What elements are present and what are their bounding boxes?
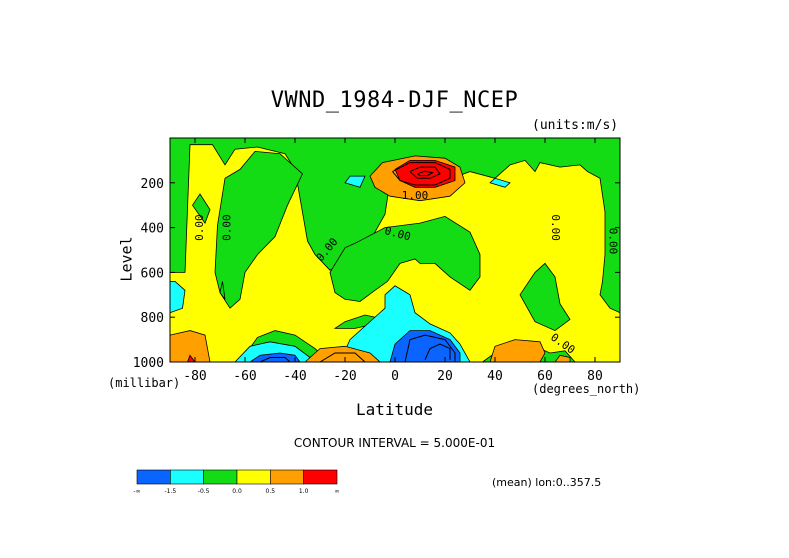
- x-tick-label: 20: [437, 369, 453, 384]
- contour-line: [424, 343, 451, 361]
- y-tick-label: 400: [141, 222, 164, 237]
- contour-fill-orange: [489, 339, 546, 362]
- contour-fill-green: [214, 150, 303, 309]
- contour-interval: CONTOUR INTERVAL = 5.000E-01: [293, 436, 496, 450]
- contour-fill-cyan: [170, 280, 186, 314]
- colorbar-swatch: [270, 469, 304, 485]
- x-axis-label: Latitude: [355, 400, 434, 419]
- colorbar-label: 0.0: [232, 488, 242, 495]
- contour-fill-red: [187, 354, 196, 362]
- units-label: (units:m/s): [532, 118, 619, 133]
- contour-line: [392, 162, 451, 186]
- contour-label: 0.00: [607, 228, 620, 255]
- contour-fill-red: [394, 159, 456, 188]
- colorbar-label: ∞: [335, 488, 340, 495]
- x-tick-label: -40: [283, 369, 306, 384]
- chart-title: VWND_1984-DJF_NCEP: [270, 88, 519, 113]
- colorbar-swatch: [303, 469, 338, 485]
- colorbar-label: -0.5: [198, 488, 210, 495]
- contour-line: [259, 357, 291, 362]
- contour-fill-green: [192, 193, 211, 224]
- contour-label: 1.00: [402, 189, 429, 202]
- contour-fill-green: [219, 281, 226, 300]
- contour-label: 0.00: [193, 214, 206, 241]
- y-tick-label: 1000: [133, 356, 164, 371]
- colorbar-label: -∞: [133, 488, 140, 495]
- contour-line: [417, 170, 434, 177]
- x-tick-label: -80: [183, 369, 206, 384]
- x-axis-unit: (degrees_north): [532, 382, 641, 396]
- contour-fill-orange: [170, 330, 211, 362]
- contour-line: [404, 334, 456, 362]
- contour-fill-cyan: [344, 175, 366, 188]
- x-tick-label: 60: [537, 369, 553, 384]
- mean-info: (mean) lon:0..357.5: [492, 476, 602, 489]
- colorbar-label: 1.0: [299, 488, 309, 495]
- colorbar-swatch: [203, 469, 238, 485]
- y-axis-label: Level: [117, 236, 136, 282]
- x-tick-label: -20: [333, 369, 356, 384]
- colorbar-label: -1.5: [164, 488, 176, 495]
- y-axis-unit: (millibar): [108, 376, 181, 390]
- y-tick-label: 200: [141, 177, 164, 192]
- y-tick-label: 800: [141, 311, 164, 326]
- contour-line: [319, 352, 366, 362]
- x-tick-label: 40: [487, 369, 503, 384]
- contour-label: 0.00: [549, 214, 562, 241]
- x-tick-label: 0: [391, 369, 399, 384]
- contour-label: 0.00: [221, 214, 234, 241]
- contour-fill-blue: [389, 330, 461, 362]
- contour-fill-orange: [554, 354, 571, 362]
- colorbar-label: 0.5: [266, 488, 276, 495]
- contour-fill-cyan: [234, 341, 321, 362]
- colorbar-swatch: [236, 469, 271, 485]
- colorbar-swatch: [170, 469, 204, 485]
- contour-fill-green: [329, 215, 481, 302]
- contour-fill-cyan: [489, 177, 511, 188]
- x-tick-label: 80: [587, 369, 603, 384]
- colorbar-swatch: [136, 469, 171, 485]
- x-tick-label: -60: [233, 369, 256, 384]
- contour-line: [409, 166, 441, 179]
- contour-fill-green: [519, 262, 571, 332]
- y-tick-label: 600: [141, 266, 164, 281]
